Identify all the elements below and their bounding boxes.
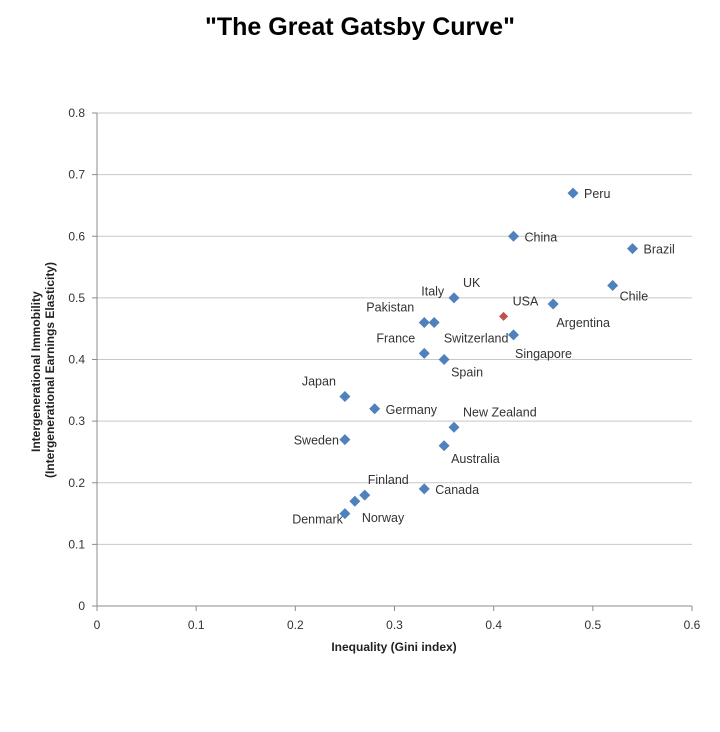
point-label-china: China — [525, 230, 558, 244]
data-point-australia — [438, 440, 450, 452]
data-point-new-zealand — [448, 421, 460, 433]
data-point-denmark — [339, 508, 351, 520]
x-tick-label: 0.3 — [386, 618, 403, 632]
data-point-italy — [418, 317, 430, 329]
y-tick-label: 0.2 — [68, 476, 85, 490]
point-label-japan: Japan — [302, 374, 336, 388]
point-label-germany: Germany — [386, 403, 438, 417]
data-point-spain — [438, 354, 450, 365]
point-label-canada: Canada — [435, 483, 479, 497]
y-tick-label: 0 — [78, 599, 85, 613]
y-tick-label: 0.1 — [68, 537, 85, 551]
point-label-usa: USA — [513, 294, 539, 308]
y-tick-label: 0.8 — [68, 106, 85, 120]
point-label-chile: Chile — [620, 290, 649, 304]
data-point-peru — [567, 187, 579, 199]
data-point-germany — [369, 403, 381, 415]
point-label-uk: UK — [463, 276, 481, 290]
y-tick-label: 0.3 — [68, 414, 85, 428]
y-axis-title: Intergenerational Immobility (Intergener… — [29, 262, 57, 478]
data-point-argentina — [547, 298, 559, 310]
x-tick-label: 0.1 — [188, 618, 205, 632]
data-point-chile — [607, 280, 619, 292]
data-point-uk — [448, 292, 460, 304]
axes — [92, 112, 693, 611]
point-label-finland: Finland — [368, 473, 409, 487]
x-tick-label: 0.6 — [684, 618, 701, 632]
point-label-spain: Spain — [451, 366, 483, 380]
point-labels: Peru China Brazil Chile UK Argentina USA Italy P… — [292, 187, 675, 526]
gridlines — [97, 112, 692, 545]
point-label-norway: Norway — [362, 511, 405, 525]
x-axis-title: Inequality (Gini index) — [331, 640, 456, 654]
chart-title: "The Great Gatsby Curve" — [205, 13, 515, 41]
data-point-sweden — [339, 434, 351, 446]
y-tick-label: 0.6 — [68, 229, 85, 243]
point-label-australia: Australia — [451, 452, 500, 466]
point-label-pakistan: Pakistan — [366, 301, 414, 315]
x-tick-label: 0.4 — [485, 618, 502, 632]
y-tick-label: 0.5 — [68, 291, 85, 305]
point-label-italy: Italy — [421, 285, 445, 299]
point-label-brazil: Brazil — [644, 243, 675, 257]
point-label-denmark: Denmark — [292, 513, 343, 527]
point-label-argentina: Argentina — [556, 316, 610, 330]
point-label-peru: Peru — [584, 187, 610, 201]
data-point-singapore — [508, 329, 519, 341]
data-point-norway — [349, 495, 361, 507]
data-point-finland — [359, 489, 371, 501]
x-tick-label: 0 — [94, 618, 101, 632]
point-label-new-zealand: New Zealand — [463, 405, 537, 419]
y-tick-label: 0.7 — [68, 168, 85, 182]
data-points — [339, 187, 638, 520]
x-tick-label: 0.2 — [287, 618, 304, 632]
data-point-brazil — [627, 243, 638, 255]
data-point-japan — [339, 390, 351, 402]
x-tick-label: 0.5 — [584, 618, 601, 632]
data-point-china — [508, 230, 519, 242]
data-point-usa — [499, 311, 509, 321]
y-axis-title-line-1: Intergenerational Immobility — [29, 291, 43, 452]
data-point-france — [418, 347, 430, 359]
point-label-france: France — [376, 331, 415, 345]
tick-labels: 0 0.1 0.2 0.3 0.4 0.5 0.6 0.7 0.8 0 0.1 0.2 0.3 0.4 0.… — [68, 106, 700, 632]
y-tick-label: 0.4 — [68, 353, 85, 367]
point-label-sweden: Sweden — [294, 434, 339, 448]
y-axis-title-line-2: (Intergenerational Earnings Elasticity) — [43, 262, 57, 478]
data-point-canada — [418, 483, 430, 495]
point-label-singapore: Singapore — [515, 347, 572, 361]
point-label-switzerland: Switzerland — [444, 332, 509, 346]
data-point-switzerland — [428, 317, 440, 329]
